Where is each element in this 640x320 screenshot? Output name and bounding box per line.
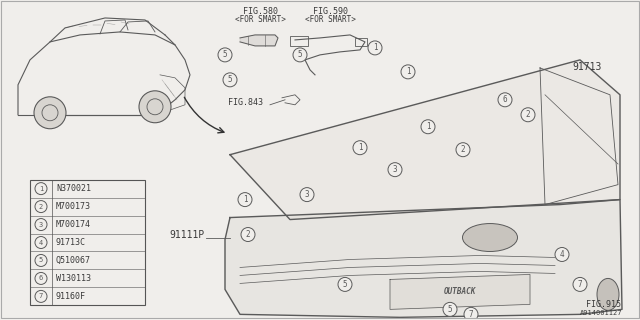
Circle shape [368,41,382,55]
Text: 6: 6 [39,276,43,281]
Text: 4: 4 [39,239,43,245]
Bar [355,38,367,46]
Circle shape [555,247,569,261]
Text: 91713: 91713 [572,62,602,72]
Circle shape [293,48,307,62]
Circle shape [238,193,252,207]
Circle shape [353,141,367,155]
Text: W130113: W130113 [56,274,91,283]
Circle shape [443,302,457,316]
Text: 1: 1 [426,122,430,131]
Text: 91111P: 91111P [170,229,205,239]
Text: 3: 3 [305,190,309,199]
Text: 2: 2 [246,230,250,239]
Circle shape [573,277,587,292]
Ellipse shape [463,224,518,252]
Text: 5: 5 [39,258,43,263]
Polygon shape [230,60,620,220]
Text: 5: 5 [298,50,302,60]
Text: A914001127: A914001127 [580,310,623,316]
Circle shape [34,97,66,129]
Circle shape [388,163,402,177]
Circle shape [139,91,171,123]
Text: 2: 2 [525,110,531,119]
Bar [30,180,145,305]
Circle shape [35,236,47,249]
Polygon shape [390,275,530,309]
Text: 1: 1 [243,195,247,204]
Circle shape [464,308,478,320]
Text: 2: 2 [461,145,465,154]
Text: 4: 4 [560,250,564,259]
Text: M700174: M700174 [56,220,91,229]
Circle shape [35,201,47,212]
Circle shape [35,254,47,267]
Text: 91713C: 91713C [56,238,86,247]
Circle shape [218,48,232,62]
Text: 3: 3 [393,165,397,174]
Circle shape [421,120,435,134]
Text: 5: 5 [342,280,348,289]
Text: 1: 1 [39,186,43,192]
Circle shape [300,188,314,202]
Text: 7: 7 [39,293,43,300]
Ellipse shape [597,278,619,310]
Text: 6: 6 [502,95,508,104]
Text: 5: 5 [223,50,227,60]
Text: 2: 2 [39,204,43,210]
Circle shape [338,277,352,292]
Text: FIG.843: FIG.843 [228,98,263,107]
Text: 1: 1 [358,143,362,152]
Circle shape [241,228,255,242]
Text: 7: 7 [578,280,582,289]
Bar [290,36,308,46]
Text: FIG.590: FIG.590 [312,7,348,16]
Text: 1: 1 [406,67,410,76]
Circle shape [35,272,47,284]
Circle shape [223,73,237,87]
Text: 91160F: 91160F [56,292,86,301]
Polygon shape [240,35,278,46]
Circle shape [498,93,512,107]
Circle shape [401,65,415,79]
Text: Q510067: Q510067 [56,256,91,265]
Text: 1: 1 [372,44,378,52]
Text: 5: 5 [228,75,232,84]
Text: M700173: M700173 [56,202,91,211]
Circle shape [35,291,47,302]
Text: FIG.580: FIG.580 [243,7,278,16]
Text: N370021: N370021 [56,184,91,193]
Circle shape [521,108,535,122]
Polygon shape [225,200,622,317]
Text: <FOR SMART>: <FOR SMART> [305,15,355,24]
Circle shape [35,183,47,195]
Text: 3: 3 [39,221,43,228]
Text: <FOR SMART>: <FOR SMART> [235,15,285,24]
Circle shape [456,143,470,157]
Text: 5: 5 [448,305,452,314]
Text: OUTBACK: OUTBACK [444,287,476,296]
Text: 7: 7 [468,310,474,319]
Circle shape [35,219,47,230]
Text: FIG.915: FIG.915 [586,300,621,309]
